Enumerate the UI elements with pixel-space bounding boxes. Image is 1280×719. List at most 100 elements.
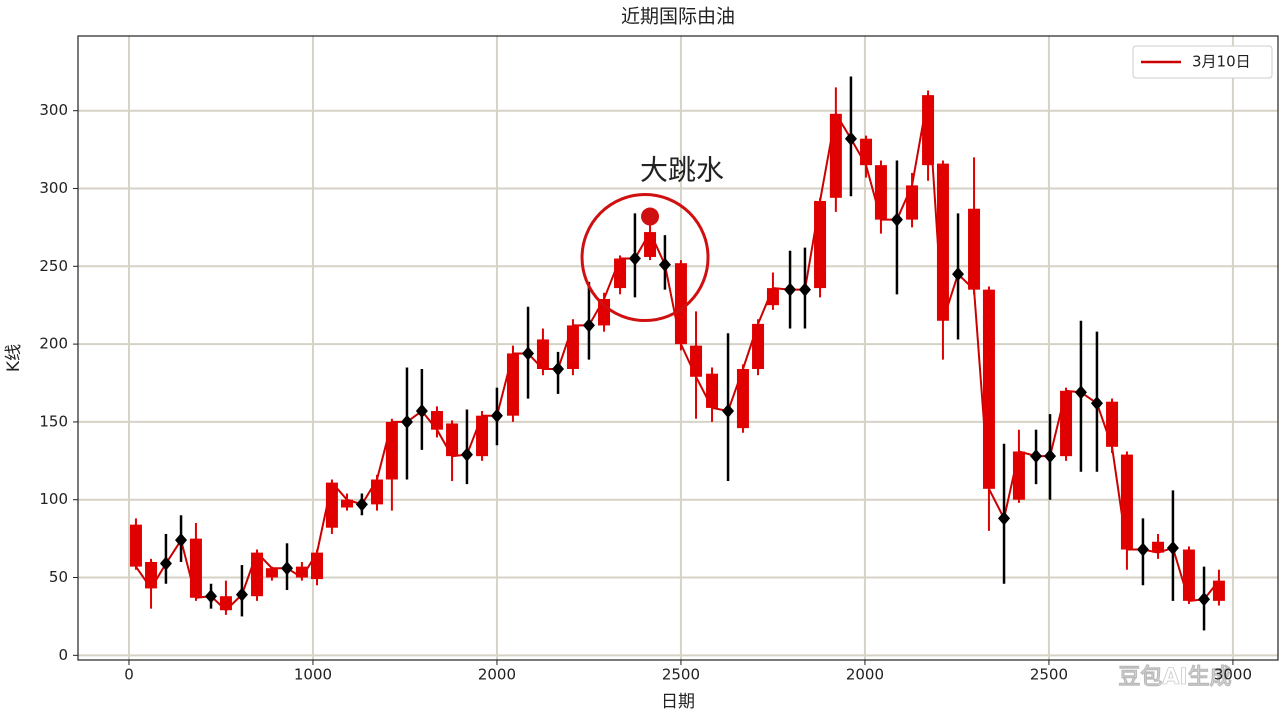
annotation-text: 大跳水: [640, 154, 724, 187]
candle-body: [1106, 401, 1119, 447]
candle-body: [614, 258, 627, 289]
x-tick-label: 2500: [662, 666, 700, 684]
candle-body: [874, 165, 887, 220]
candle-body: [145, 561, 158, 589]
candle-body: [752, 323, 765, 370]
marker-diamond: [798, 282, 811, 297]
marker-diamond: [952, 267, 965, 282]
marker-diamond: [175, 533, 188, 548]
y-tick-label: 100: [39, 490, 68, 508]
candle-body: [766, 288, 779, 306]
legend-box: [1132, 45, 1273, 79]
marker-diamond: [890, 212, 903, 227]
marker-diamond: [552, 362, 565, 377]
x-tick-label: 3000: [1214, 666, 1252, 684]
candle-body: [385, 421, 398, 480]
candle-body: [906, 185, 919, 220]
marker-diamond: [628, 251, 641, 266]
x-tick-label: 1000: [294, 666, 332, 684]
marker-diamond: [522, 346, 535, 361]
candle-body: [1152, 541, 1165, 553]
plot-frame: [77, 35, 1279, 661]
candle-body: [340, 499, 353, 508]
candle-body: [506, 353, 519, 416]
candle-body: [690, 345, 703, 377]
candle-body: [1012, 451, 1025, 500]
marker-diamond: [1074, 385, 1087, 400]
candle-body: [129, 524, 142, 567]
candle-body: [736, 369, 749, 429]
candle-body: [219, 596, 232, 611]
marker-diamond: [844, 131, 857, 146]
marker-diamond: [658, 257, 671, 272]
candle-body: [370, 479, 383, 505]
marker-diamond: [415, 404, 428, 419]
marker-diamond: [1136, 542, 1149, 557]
candle-body: [814, 200, 827, 289]
marker-diamond: [722, 404, 735, 419]
y-tick-label: 300: [39, 179, 68, 197]
candle-body: [1182, 549, 1195, 601]
y-tick-label: 50: [49, 568, 68, 586]
candle-body: [476, 415, 489, 457]
annotation-circle: [580, 193, 710, 323]
watermark: 豆包AI生成: [1118, 664, 1231, 690]
x-tick-label: 2000: [478, 666, 516, 684]
candle-body: [674, 263, 687, 345]
candle-body: [1212, 580, 1225, 601]
legend: 3月10日: [1132, 45, 1273, 79]
marker-diamond: [400, 414, 413, 429]
candle-body: [598, 298, 611, 326]
y-axis-label: K线: [4, 344, 24, 372]
candle-body: [644, 232, 657, 257]
candle-body: [325, 482, 338, 528]
y-tick-label: 200: [39, 335, 68, 353]
candle-body: [922, 95, 935, 166]
candle-body: [265, 568, 278, 578]
y-tick-label: 250: [39, 257, 68, 275]
marker-diamond: [1090, 396, 1103, 411]
x-tick-label: 2500: [1030, 666, 1068, 684]
candle-body: [189, 538, 202, 598]
candle-body: [936, 163, 949, 321]
marker-diamond: [205, 589, 218, 604]
candle-body: [311, 552, 324, 580]
candle-body: [430, 411, 443, 430]
marker-diamond: [998, 511, 1011, 526]
marker-diamond: [1166, 540, 1179, 555]
marker-diamond: [1044, 449, 1057, 464]
legend-label: 3月10日: [1192, 53, 1251, 71]
candle-body: [536, 339, 549, 370]
y-tick-label: 300: [39, 101, 68, 119]
marker-diamond: [582, 318, 595, 333]
marker-diamond: [159, 556, 172, 571]
marker-diamond: [784, 282, 797, 297]
marker-diamond: [355, 497, 368, 512]
x-axis-label: 日期: [661, 692, 695, 712]
y-tick-label: 0: [58, 646, 68, 664]
x-tick-label: 2000: [846, 666, 884, 684]
candle-body: [566, 325, 579, 370]
candle-body: [1060, 390, 1073, 457]
candle-body: [706, 373, 719, 408]
x-tick-label: 0: [124, 666, 134, 684]
marker-diamond: [1198, 592, 1211, 607]
annotation-dot: [641, 207, 660, 226]
marker-diamond: [1030, 449, 1043, 464]
candle-body: [295, 566, 308, 578]
marker-diamond: [460, 447, 473, 462]
candle-body: [446, 423, 459, 457]
marker-diamond: [490, 408, 503, 423]
candle-body: [251, 552, 264, 597]
marker-diamond: [281, 561, 294, 576]
candle-body: [968, 208, 981, 290]
candle-body: [829, 113, 842, 198]
candle-body: [860, 138, 873, 166]
candle-body: [1120, 454, 1133, 550]
marker-diamond: [235, 587, 248, 602]
chart-title: 近期国际由油: [621, 6, 735, 28]
y-tick-label: 150: [39, 412, 68, 430]
candle-body: [982, 289, 995, 489]
